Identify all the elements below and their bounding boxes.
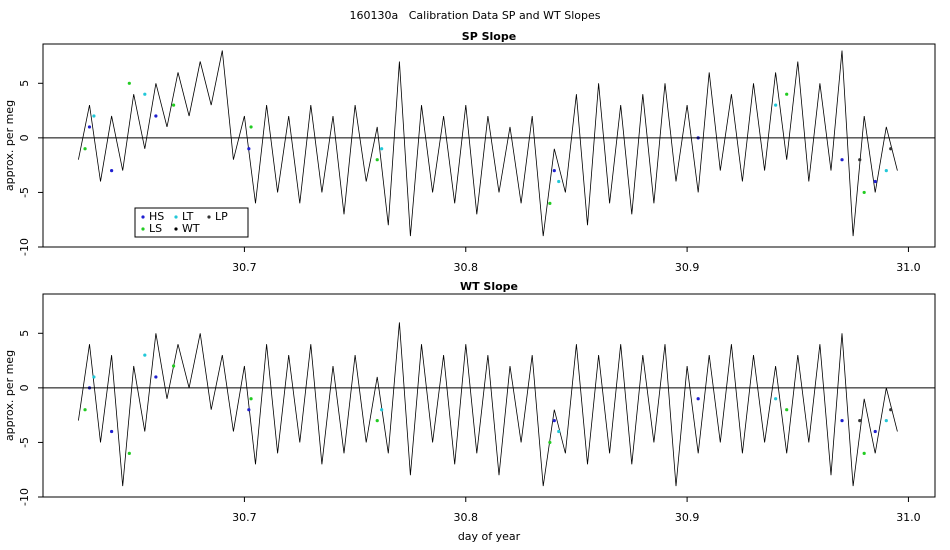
data-point <box>774 103 778 107</box>
x-tick-label: 30.9 <box>675 511 700 524</box>
data-point <box>889 147 893 151</box>
data-point <box>249 125 253 129</box>
data-point <box>171 103 176 107</box>
data-point <box>785 92 789 96</box>
data-point <box>375 419 379 423</box>
data-line <box>78 50 898 237</box>
data-layer <box>43 322 935 487</box>
data-point <box>557 179 561 184</box>
y-tick-label: -10 <box>18 238 31 256</box>
x-axis-label: day of year <box>458 530 521 543</box>
y-axis-label: approx. per meg <box>3 100 16 191</box>
data-point <box>92 114 96 118</box>
legend-marker <box>174 227 178 231</box>
data-point <box>840 419 844 423</box>
data-point <box>143 92 147 96</box>
data-point <box>884 419 888 423</box>
y-tick-label: -5 <box>18 187 31 198</box>
x-tick-label: 31.0 <box>896 511 921 524</box>
y-tick-label: 0 <box>18 384 31 391</box>
legend-marker <box>207 215 211 219</box>
panel-title: SP Slope <box>462 30 516 43</box>
data-layer <box>43 50 935 237</box>
data-point <box>127 451 131 455</box>
legend-label: LT <box>182 210 194 223</box>
data-point <box>548 440 552 445</box>
data-point <box>380 408 384 412</box>
data-point <box>696 397 700 401</box>
legend-marker <box>174 215 178 219</box>
y-tick-label: 0 <box>18 134 31 141</box>
data-point <box>143 353 147 357</box>
y-tick-label: 5 <box>18 80 31 87</box>
data-point <box>83 408 87 412</box>
data-point <box>884 169 888 173</box>
data-point <box>92 375 96 379</box>
x-tick-label: 30.8 <box>454 511 479 524</box>
y-tick-label: 5 <box>18 330 31 337</box>
data-point <box>858 419 862 423</box>
legend-label: LP <box>215 210 228 223</box>
data-point <box>127 81 131 85</box>
legend-marker <box>141 215 145 219</box>
x-tick-label: 30.7 <box>232 261 257 274</box>
data-point <box>375 158 379 162</box>
data-point <box>774 397 778 401</box>
data-point <box>548 201 552 205</box>
data-line <box>78 322 898 487</box>
data-point <box>249 397 253 401</box>
data-point <box>889 408 893 412</box>
x-tick-label: 31.0 <box>896 261 921 274</box>
y-axis-label: approx. per meg <box>3 350 16 441</box>
legend-marker <box>141 227 145 231</box>
legend-label: LS <box>149 222 162 235</box>
data-point <box>380 147 384 151</box>
data-point <box>154 114 158 118</box>
data-point <box>83 147 87 151</box>
data-point <box>862 451 866 455</box>
data-point <box>557 429 561 434</box>
data-point <box>110 429 114 434</box>
plot-frame <box>42 293 936 498</box>
panel-title: WT Slope <box>460 280 518 293</box>
data-point <box>862 190 866 195</box>
y-tick-label: -5 <box>18 437 31 448</box>
data-point <box>785 408 789 412</box>
x-tick-label: 30.9 <box>675 261 700 274</box>
y-tick-label: -10 <box>18 488 31 506</box>
x-tick-label: 30.8 <box>454 261 479 274</box>
data-point <box>110 169 114 173</box>
data-point <box>171 364 176 368</box>
data-point <box>154 375 158 379</box>
legend-box <box>134 207 249 238</box>
legend-label: HS <box>149 210 164 223</box>
plot-frame <box>42 43 936 248</box>
legend-label: WT <box>182 222 200 235</box>
data-point <box>873 179 877 184</box>
data-point <box>840 158 844 162</box>
data-point <box>247 408 251 412</box>
data-point <box>247 147 251 151</box>
figure-title: 160130a Calibration Data SP and WT Slope… <box>350 9 601 22</box>
data-point <box>87 125 92 129</box>
data-point <box>552 169 556 173</box>
data-point <box>858 158 862 162</box>
x-tick-label: 30.7 <box>232 511 257 524</box>
data-point <box>552 419 556 423</box>
data-point <box>873 429 877 434</box>
